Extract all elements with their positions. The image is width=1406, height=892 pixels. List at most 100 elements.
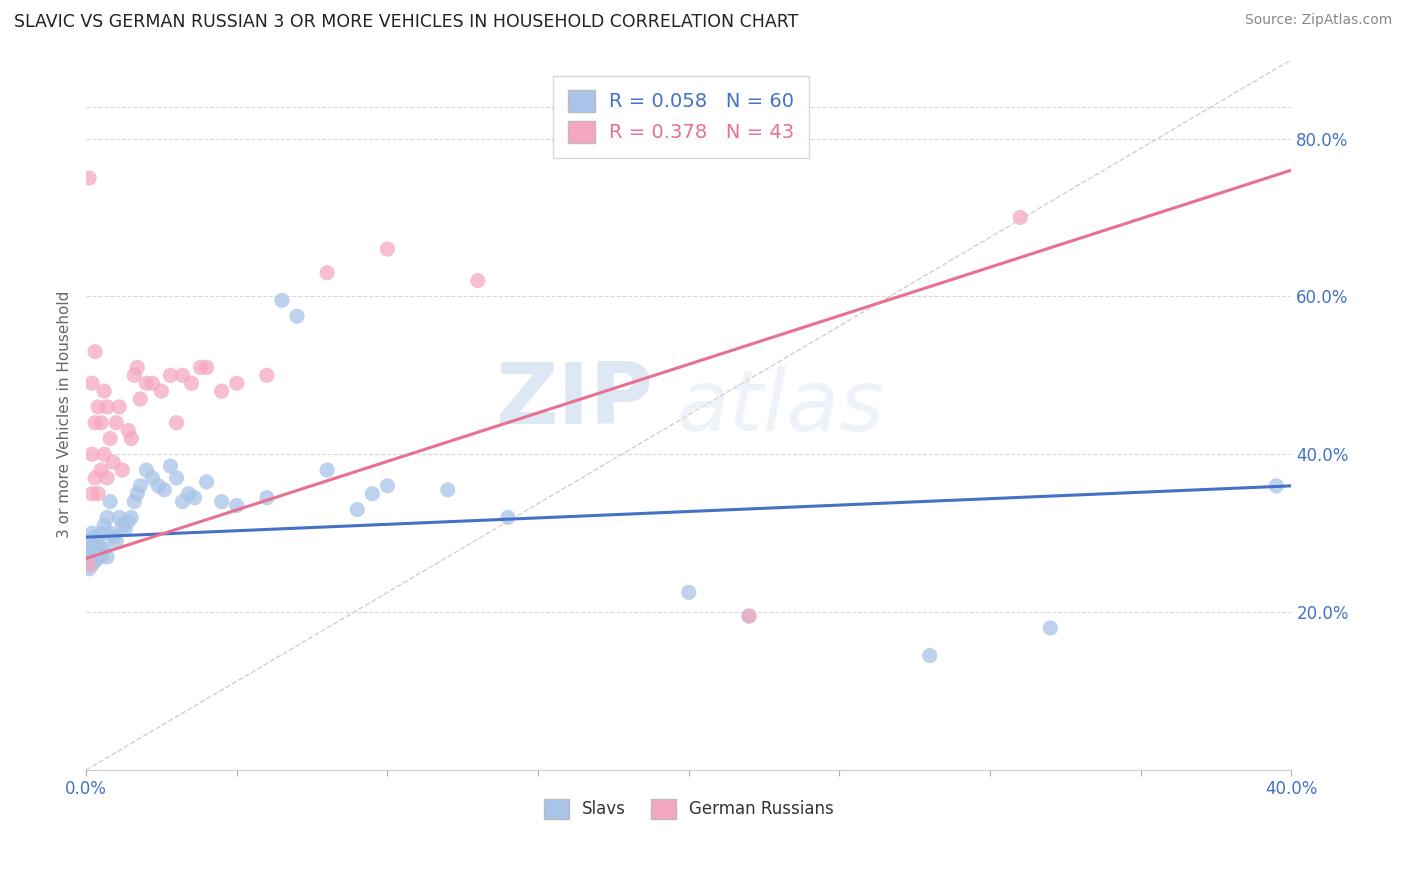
Point: [98, 526, 121, 541]
Point: [129, 479, 152, 493]
Point: [1265, 479, 1288, 493]
Text: Source: ZipAtlas.com: Source: ZipAtlas.com: [1244, 13, 1392, 28]
Point: [135, 463, 157, 477]
Point: [84, 471, 107, 485]
Point: [103, 455, 125, 469]
Point: [98, 494, 121, 508]
Point: [98, 432, 121, 446]
Point: [153, 483, 176, 497]
Point: [87, 400, 110, 414]
Point: [172, 368, 194, 383]
Point: [127, 360, 149, 375]
Point: [127, 487, 149, 501]
Point: [84, 549, 107, 564]
Point: [82, 487, 104, 501]
Point: [120, 432, 142, 446]
Point: [211, 384, 233, 398]
Legend: Slavs, German Russians: Slavs, German Russians: [537, 792, 841, 826]
Point: [436, 483, 458, 497]
Point: [117, 424, 139, 438]
Point: [124, 494, 146, 508]
Point: [225, 376, 247, 391]
Point: [96, 400, 118, 414]
Point: [256, 491, 278, 505]
Point: [111, 463, 134, 477]
Point: [105, 416, 128, 430]
Point: [918, 648, 941, 663]
Point: [82, 541, 104, 556]
Point: [377, 242, 399, 256]
Point: [211, 494, 233, 508]
Point: [84, 530, 107, 544]
Point: [316, 266, 339, 280]
Point: [93, 447, 115, 461]
Point: [159, 459, 181, 474]
Point: [93, 541, 115, 556]
Point: [82, 376, 104, 391]
Point: [108, 400, 131, 414]
Point: [87, 549, 110, 564]
Point: [1039, 621, 1062, 635]
Point: [285, 309, 308, 323]
Point: [150, 384, 173, 398]
Point: [90, 416, 112, 430]
Point: [84, 541, 107, 556]
Point: [166, 471, 188, 485]
Point: [271, 293, 294, 308]
Y-axis label: 3 or more Vehicles in Household: 3 or more Vehicles in Household: [58, 291, 72, 539]
Point: [177, 487, 200, 501]
Point: [124, 368, 146, 383]
Point: [96, 510, 118, 524]
Point: [738, 609, 761, 624]
Point: [256, 368, 278, 383]
Point: [77, 558, 100, 572]
Point: [105, 534, 128, 549]
Point: [103, 530, 125, 544]
Point: [87, 541, 110, 556]
Point: [114, 522, 136, 536]
Point: [96, 549, 118, 564]
Point: [77, 171, 100, 186]
Point: [93, 384, 115, 398]
Point: [87, 487, 110, 501]
Text: atlas: atlas: [676, 367, 884, 450]
Point: [225, 499, 247, 513]
Point: [82, 558, 104, 572]
Point: [82, 447, 104, 461]
Point: [84, 554, 107, 568]
Point: [738, 609, 761, 624]
Point: [90, 526, 112, 541]
Point: [129, 392, 152, 406]
Point: [96, 471, 118, 485]
Point: [346, 502, 368, 516]
Point: [195, 360, 218, 375]
Point: [316, 463, 339, 477]
Point: [159, 368, 181, 383]
Point: [141, 376, 163, 391]
Point: [166, 416, 188, 430]
Text: SLAVIC VS GERMAN RUSSIAN 3 OR MORE VEHICLES IN HOUSEHOLD CORRELATION CHART: SLAVIC VS GERMAN RUSSIAN 3 OR MORE VEHIC…: [14, 13, 799, 31]
Point: [467, 274, 489, 288]
Point: [77, 549, 100, 564]
Point: [377, 479, 399, 493]
Point: [84, 344, 107, 359]
Point: [77, 534, 100, 549]
Point: [82, 546, 104, 560]
Point: [93, 518, 115, 533]
Point: [111, 518, 134, 533]
Point: [84, 416, 107, 430]
Point: [141, 471, 163, 485]
Point: [172, 494, 194, 508]
Point: [135, 376, 157, 391]
Point: [183, 491, 205, 505]
Point: [82, 534, 104, 549]
Point: [108, 510, 131, 524]
Point: [148, 479, 170, 493]
Point: [120, 510, 142, 524]
Point: [90, 549, 112, 564]
Point: [117, 514, 139, 528]
Point: [77, 562, 100, 576]
Point: [678, 585, 700, 599]
Point: [90, 463, 112, 477]
Point: [82, 526, 104, 541]
